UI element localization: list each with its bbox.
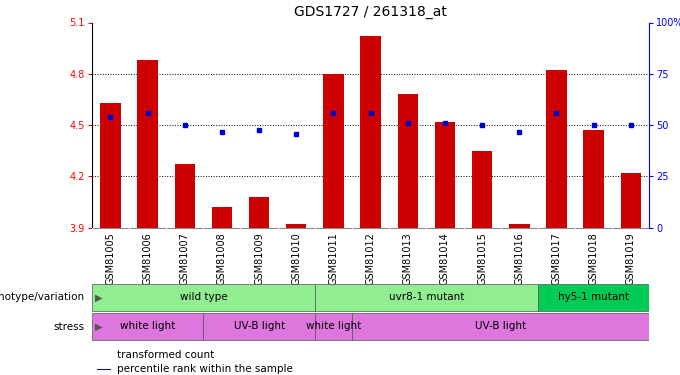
- Text: GSM81014: GSM81014: [440, 232, 450, 285]
- Text: white light: white light: [306, 321, 361, 331]
- Text: GSM81005: GSM81005: [105, 232, 116, 285]
- Bar: [546, 70, 566, 228]
- Text: GSM81011: GSM81011: [328, 232, 339, 285]
- Text: GSM81007: GSM81007: [180, 232, 190, 285]
- Text: percentile rank within the sample: percentile rank within the sample: [117, 364, 292, 375]
- Bar: [175, 164, 195, 228]
- Text: genotype/variation: genotype/variation: [0, 292, 85, 302]
- Bar: [323, 74, 343, 228]
- Bar: [249, 197, 269, 228]
- Text: wild type: wild type: [180, 292, 227, 302]
- Text: GSM81019: GSM81019: [626, 232, 636, 285]
- Text: hy5-1 mutant: hy5-1 mutant: [558, 292, 629, 302]
- Bar: [621, 173, 641, 228]
- Text: GSM81009: GSM81009: [254, 232, 264, 285]
- Text: stress: stress: [54, 322, 85, 332]
- Bar: [92, 314, 203, 340]
- Text: white light: white light: [120, 321, 175, 331]
- Text: ▶: ▶: [95, 322, 103, 332]
- Bar: [97, 369, 112, 370]
- Title: GDS1727 / 261318_at: GDS1727 / 261318_at: [294, 5, 447, 19]
- Bar: [360, 36, 381, 228]
- Text: GSM81010: GSM81010: [291, 232, 301, 285]
- Text: GSM81017: GSM81017: [551, 232, 562, 285]
- Bar: [211, 207, 232, 228]
- Text: UV-B light: UV-B light: [475, 321, 526, 331]
- Text: GSM81016: GSM81016: [514, 232, 524, 285]
- Bar: [100, 103, 120, 228]
- Text: GSM81018: GSM81018: [589, 232, 598, 285]
- Bar: [97, 355, 112, 356]
- Bar: [398, 94, 418, 228]
- Bar: [583, 130, 604, 228]
- Text: GSM81015: GSM81015: [477, 232, 487, 285]
- Bar: [286, 224, 307, 228]
- Bar: [509, 224, 530, 228]
- Bar: [472, 151, 492, 228]
- Bar: [538, 284, 649, 310]
- Text: uvr8-1 mutant: uvr8-1 mutant: [389, 292, 464, 302]
- Text: GSM81013: GSM81013: [403, 232, 413, 285]
- Bar: [137, 60, 158, 228]
- Text: GSM81008: GSM81008: [217, 232, 227, 285]
- Text: GSM81012: GSM81012: [366, 232, 375, 285]
- Text: ▶: ▶: [95, 292, 103, 302]
- Text: GSM81006: GSM81006: [143, 232, 152, 285]
- Text: UV-B light: UV-B light: [233, 321, 285, 331]
- Bar: [315, 314, 352, 340]
- Bar: [435, 122, 455, 228]
- Bar: [315, 284, 538, 310]
- Bar: [203, 314, 315, 340]
- Bar: [352, 314, 649, 340]
- Bar: [92, 284, 315, 310]
- Text: transformed count: transformed count: [117, 350, 214, 360]
